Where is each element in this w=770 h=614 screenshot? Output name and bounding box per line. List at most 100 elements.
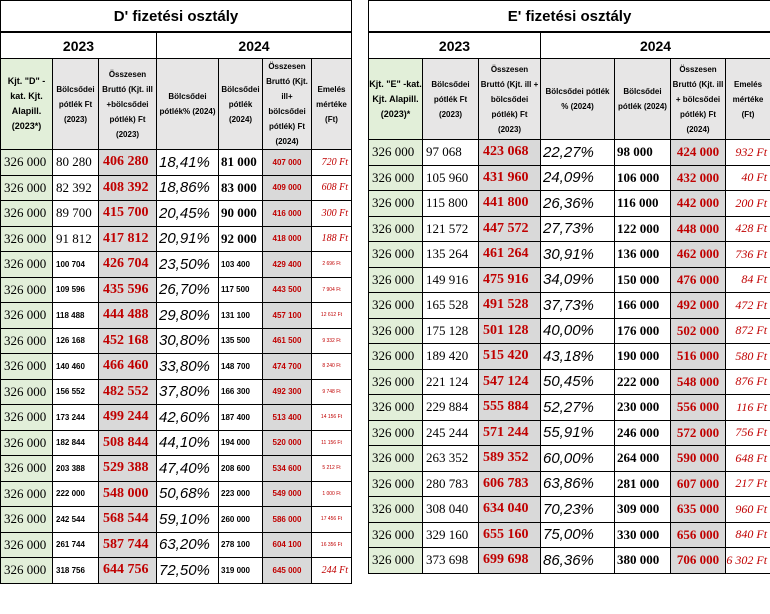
potlek-2023-cell: 308 040 bbox=[422, 496, 479, 523]
brutto-2023-cell: 426 704 bbox=[98, 251, 157, 278]
alapill-cell: 326 000 bbox=[368, 445, 423, 472]
pct-2024-header: Bölcsődei pótlék % (2024) bbox=[540, 58, 615, 140]
brutto-2024-cell: 513 400 bbox=[262, 404, 312, 431]
potlek-2023-cell: 100 704 bbox=[52, 251, 99, 278]
d-class-table: D' fizetési osztály 2023 2024 Kjt. "D" -… bbox=[0, 0, 352, 584]
brutto-2024-cell: 429 400 bbox=[262, 251, 312, 278]
emeles-cell: 200 Ft bbox=[724, 190, 770, 217]
alapill-cell: 326 000 bbox=[0, 557, 53, 584]
potlek-2023-header: Bölcsődei pótlék Ft (2023) bbox=[52, 58, 99, 150]
table-row: 326 000 263 352 589 352 60,00% 264 000 590 00… bbox=[368, 445, 770, 472]
potlek-2023-cell: 115 800 bbox=[422, 190, 479, 217]
alapill-cell: 326 000 bbox=[368, 317, 423, 344]
brutto-2024-cell: 534 600 bbox=[262, 455, 312, 482]
pct-2024-cell: 24,09% bbox=[540, 164, 615, 191]
alapill-cell: 326 000 bbox=[0, 225, 53, 252]
pct-2024-cell: 20,91% bbox=[156, 225, 219, 252]
potlek-2023-cell: 263 352 bbox=[422, 445, 479, 472]
potlek-2024-cell: 264 000 bbox=[614, 445, 671, 472]
potlek-2023-cell: 318 756 bbox=[52, 557, 99, 584]
alapill-cell: 326 000 bbox=[368, 368, 423, 395]
pct-2024-cell: 42,60% bbox=[156, 404, 219, 431]
alapill-cell: 326 000 bbox=[0, 251, 53, 278]
alapill-cell: 326 000 bbox=[0, 200, 53, 227]
alapill-cell: 326 000 bbox=[368, 470, 423, 497]
brutto-2023-cell: 444 488 bbox=[98, 302, 157, 329]
pct-2024-cell: 70,23% bbox=[540, 496, 615, 523]
potlek-2024-cell: 92 000 bbox=[218, 225, 263, 252]
brutto-2023-cell: 606 783 bbox=[478, 470, 541, 497]
brutto-2023-cell: 501 128 bbox=[478, 317, 541, 344]
brutto-2024-cell: 432 000 bbox=[670, 164, 726, 191]
potlek-2023-cell: 280 783 bbox=[422, 470, 479, 497]
pct-2024-cell: 18,86% bbox=[156, 174, 219, 201]
pct-2024-cell: 29,80% bbox=[156, 302, 219, 329]
emeles-cell: 84 Ft bbox=[724, 266, 770, 293]
table-row: 326 000 203 388 529 388 47,40% 208 600 534 60… bbox=[0, 455, 352, 482]
brutto-2024-cell: 635 000 bbox=[670, 496, 726, 523]
brutto-2024-cell: 407 000 bbox=[262, 149, 312, 176]
table-row: 326 000 221 124 547 124 50,45% 222 000 548 00… bbox=[368, 368, 770, 395]
alapill-cell: 326 000 bbox=[368, 292, 423, 319]
brutto-2024-cell: 604 100 bbox=[262, 531, 312, 558]
brutto-2023-cell: 529 388 bbox=[98, 455, 157, 482]
potlek-2024-cell: 166 000 bbox=[614, 292, 671, 319]
brutto-2023-cell: 555 884 bbox=[478, 394, 541, 421]
brutto-2023-cell: 491 528 bbox=[478, 292, 541, 319]
emeles-cell: 608 Ft bbox=[311, 174, 352, 201]
d-class-panel: D' fizetési osztály 2023 2024 Kjt. "D" -… bbox=[0, 0, 352, 584]
alapill-cell: 326 000 bbox=[368, 343, 423, 370]
emeles-cell: 8 240 Ft bbox=[311, 353, 352, 380]
potlek-2024-cell: 222 000 bbox=[614, 368, 671, 395]
table-row: 326 000 91 812 417 812 20,91% 92 000 418 000 1… bbox=[0, 225, 352, 252]
potlek-2023-cell: 140 460 bbox=[52, 353, 99, 380]
table-row: 326 000 105 960 431 960 24,09% 106 000 432 00… bbox=[368, 164, 770, 191]
e-class-table: E' fizetési osztály 2023 2024 Kjt. "E" -… bbox=[367, 0, 770, 574]
brutto-2024-cell: 418 000 bbox=[262, 225, 312, 252]
emeles-header: Emelés mértéke (Ft) bbox=[724, 58, 770, 140]
table-row: 326 000 222 000 548 000 50,68% 223 000 549 00… bbox=[0, 480, 352, 507]
table-row: 326 000 329 160 655 160 75,00% 330 000 656 00… bbox=[368, 521, 770, 548]
emeles-cell: 300 Ft bbox=[311, 200, 352, 227]
brutto-2023-cell: 644 756 bbox=[98, 557, 157, 584]
table-row: 326 000 308 040 634 040 70,23% 309 000 635 00… bbox=[368, 496, 770, 523]
brutto-2023-header: Összesen Bruttó (Kjt. ill + bölcsődei pó… bbox=[478, 58, 541, 140]
potlek-2023-header: Bölcsődei pótlék Ft (2023) bbox=[422, 58, 479, 140]
brutto-2023-cell: 571 244 bbox=[478, 419, 541, 446]
pct-2024-cell: 37,73% bbox=[540, 292, 615, 319]
brutto-2023-cell: 655 160 bbox=[478, 521, 541, 548]
alapill-cell: 326 000 bbox=[368, 266, 423, 293]
emeles-cell: 1 000 Ft bbox=[311, 480, 352, 507]
potlek-2024-cell: 230 000 bbox=[614, 394, 671, 421]
potlek-2024-cell: 106 000 bbox=[614, 164, 671, 191]
pct-2024-cell: 43,18% bbox=[540, 343, 615, 370]
alapill-cell: 326 000 bbox=[0, 429, 53, 456]
potlek-2024-cell: 187 400 bbox=[218, 404, 263, 431]
table-row: 326 000 182 844 508 844 44,10% 194 000 520 00… bbox=[0, 429, 352, 456]
potlek-2023-cell: 329 160 bbox=[422, 521, 479, 548]
emeles-cell: 648 Ft bbox=[724, 445, 770, 472]
brutto-2023-cell: 568 544 bbox=[98, 506, 157, 533]
alapill-cell: 326 000 bbox=[368, 164, 423, 191]
pct-2024-cell: 27,73% bbox=[540, 215, 615, 242]
potlek-2024-cell: 190 000 bbox=[614, 343, 671, 370]
alapill-cell: 326 000 bbox=[0, 480, 53, 507]
brutto-2024-cell: 572 000 bbox=[670, 419, 726, 446]
potlek-2024-header: Bölcsődei pótlék (2024) bbox=[218, 58, 263, 150]
table-row: 326 000 373 698 699 698 86,36% 380 000 706 00… bbox=[368, 547, 770, 574]
potlek-2023-cell: 121 572 bbox=[422, 215, 479, 242]
emeles-cell: 6 302 Ft bbox=[724, 547, 770, 574]
potlek-2024-cell: 135 500 bbox=[218, 327, 263, 354]
brutto-2024-cell: 656 000 bbox=[670, 521, 726, 548]
emeles-cell: 756 Ft bbox=[724, 419, 770, 446]
table-row: 326 000 229 884 555 884 52,27% 230 000 556 00… bbox=[368, 394, 770, 421]
table-row: 326 000 173 244 499 244 42,60% 187 400 513 40… bbox=[0, 404, 352, 431]
emeles-cell: 217 Ft bbox=[724, 470, 770, 497]
brutto-2023-header: Összesen Bruttó (Kjt. ill +bölcsődei pót… bbox=[98, 58, 157, 150]
emeles-cell: 12 612 Ft bbox=[311, 302, 352, 329]
alapill-cell: 326 000 bbox=[0, 531, 53, 558]
brutto-2023-cell: 461 264 bbox=[478, 241, 541, 268]
pct-2024-cell: 22,27% bbox=[540, 139, 615, 166]
pct-2024-cell: 86,36% bbox=[540, 547, 615, 574]
e-class-title: E' fizetési osztály bbox=[367, 0, 770, 33]
